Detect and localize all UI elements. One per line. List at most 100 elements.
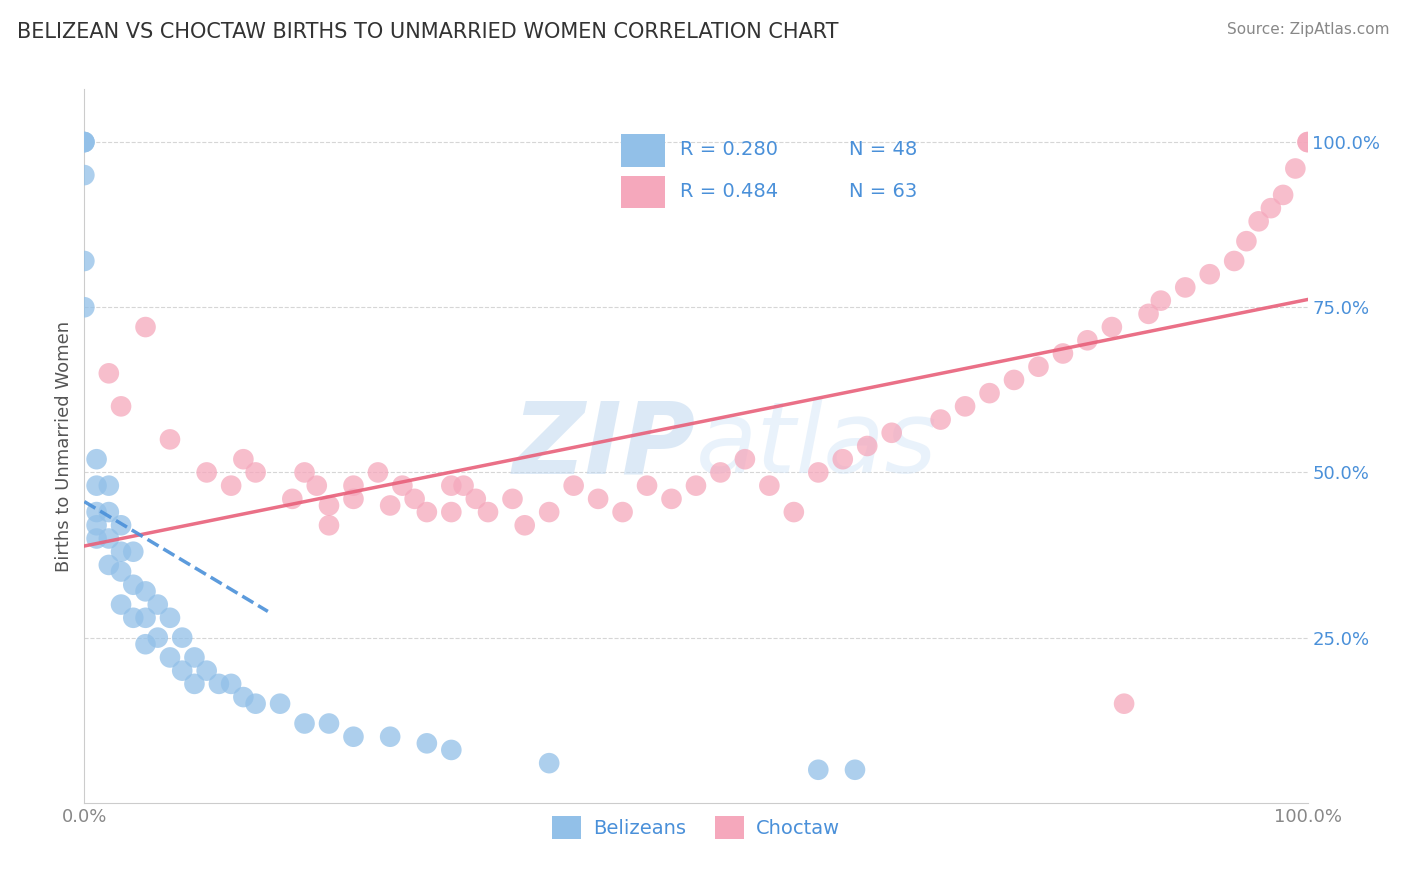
Point	[342, 491, 364, 506]
Point	[502, 491, 524, 506]
Point	[1101, 320, 1123, 334]
Point	[1076, 333, 1098, 347]
Point	[453, 478, 475, 492]
Point	[110, 545, 132, 559]
Point	[159, 650, 181, 665]
Point	[73, 254, 96, 268]
Point	[195, 664, 218, 678]
Point	[73, 300, 96, 314]
Point	[1272, 188, 1295, 202]
Point	[844, 763, 866, 777]
Text: ZIP: ZIP	[513, 398, 696, 494]
Point	[1236, 234, 1258, 248]
Point	[122, 545, 145, 559]
Point	[416, 505, 439, 519]
Point	[183, 650, 205, 665]
Point	[880, 425, 903, 440]
Point	[318, 518, 340, 533]
Point	[342, 730, 364, 744]
Point	[538, 756, 561, 771]
Point	[685, 478, 707, 492]
Point	[636, 478, 658, 492]
Point	[586, 491, 609, 506]
Point	[440, 505, 463, 519]
Point	[232, 452, 254, 467]
Point	[195, 466, 218, 480]
Point	[1296, 135, 1319, 149]
Point	[97, 558, 120, 572]
Point	[709, 466, 731, 480]
Point	[1174, 280, 1197, 294]
Point	[110, 518, 132, 533]
Point	[146, 631, 169, 645]
Point	[391, 478, 413, 492]
Point	[86, 478, 108, 492]
Point	[73, 135, 96, 149]
Point	[513, 518, 536, 533]
Point	[318, 499, 340, 513]
Point	[929, 412, 952, 426]
Point	[294, 466, 316, 480]
Point	[807, 466, 830, 480]
Point	[1284, 161, 1306, 176]
Point	[86, 452, 108, 467]
Point	[281, 491, 304, 506]
Point	[538, 505, 561, 519]
Point	[219, 677, 242, 691]
Point	[135, 320, 157, 334]
Point	[110, 565, 132, 579]
Text: atlas: atlas	[696, 398, 938, 494]
Point	[73, 168, 96, 182]
Point	[416, 736, 439, 750]
Text: Source: ZipAtlas.com: Source: ZipAtlas.com	[1226, 22, 1389, 37]
Point	[953, 400, 976, 414]
Point	[380, 499, 402, 513]
Point	[86, 505, 108, 519]
Point	[1223, 254, 1246, 268]
Point	[208, 677, 231, 691]
Point	[135, 611, 157, 625]
Point	[86, 532, 108, 546]
Point	[245, 697, 267, 711]
Point	[612, 505, 634, 519]
Point	[245, 466, 267, 480]
Point	[110, 598, 132, 612]
Point	[86, 518, 108, 533]
Point	[135, 637, 157, 651]
Point	[404, 491, 426, 506]
Point	[440, 743, 463, 757]
Point	[807, 763, 830, 777]
Y-axis label: Births to Unmarried Women: Births to Unmarried Women	[55, 320, 73, 572]
Point	[97, 505, 120, 519]
Point	[97, 367, 120, 381]
Point	[734, 452, 756, 467]
Legend: Belizeans, Choctaw: Belizeans, Choctaw	[544, 808, 848, 847]
Point	[831, 452, 853, 467]
Point	[464, 491, 486, 506]
Point	[979, 386, 1001, 401]
Point	[269, 697, 291, 711]
Point	[758, 478, 780, 492]
Point	[110, 400, 132, 414]
Point	[73, 135, 96, 149]
Point	[232, 690, 254, 704]
Point	[1114, 697, 1136, 711]
Point	[1260, 201, 1282, 215]
Point	[1028, 359, 1050, 374]
Text: BELIZEAN VS CHOCTAW BIRTHS TO UNMARRIED WOMEN CORRELATION CHART: BELIZEAN VS CHOCTAW BIRTHS TO UNMARRIED …	[17, 22, 838, 42]
Point	[1247, 214, 1270, 228]
Point	[783, 505, 806, 519]
Point	[318, 716, 340, 731]
Point	[1150, 293, 1173, 308]
Point	[183, 677, 205, 691]
Point	[135, 584, 157, 599]
Point	[1052, 346, 1074, 360]
Point	[1137, 307, 1160, 321]
Point	[380, 730, 402, 744]
Point	[146, 598, 169, 612]
Point	[477, 505, 499, 519]
Point	[305, 478, 328, 492]
Point	[1296, 135, 1319, 149]
Point	[367, 466, 389, 480]
Point	[661, 491, 683, 506]
